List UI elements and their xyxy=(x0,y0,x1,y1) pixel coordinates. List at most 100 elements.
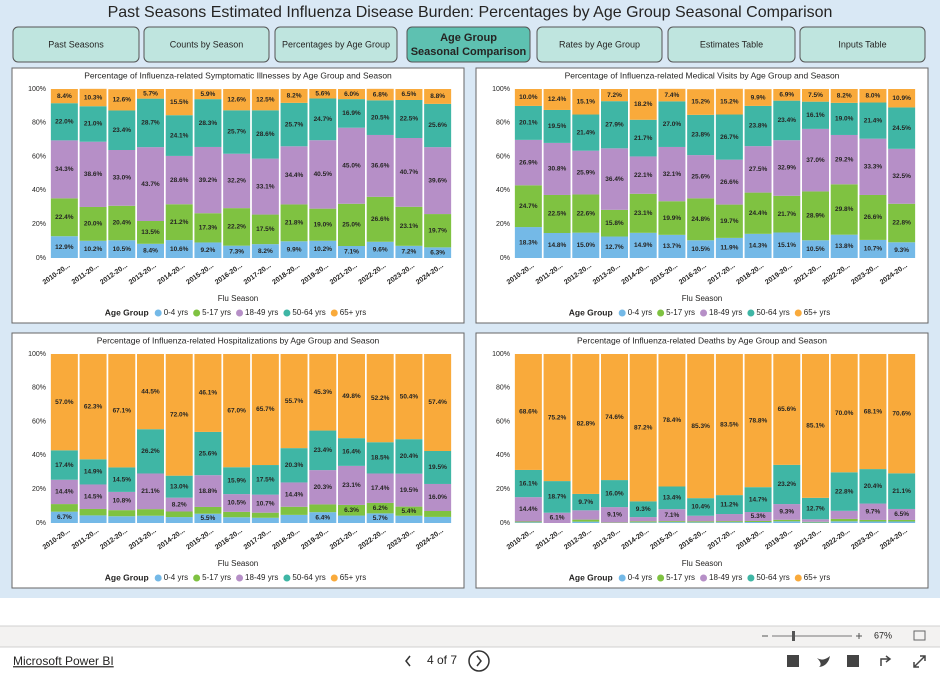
bar-segment xyxy=(629,501,657,518)
data-label: 20.1% xyxy=(519,120,538,127)
bar-segment xyxy=(572,521,600,523)
bar-segment xyxy=(687,198,715,241)
bar-segment xyxy=(802,89,829,102)
data-label: 19.5% xyxy=(548,123,567,130)
data-label: 8.0% xyxy=(866,92,881,99)
bar-segment xyxy=(773,521,801,523)
zoom-thumb[interactable] xyxy=(792,631,795,641)
y-tick-label: 40% xyxy=(496,452,510,459)
bar-segment xyxy=(79,240,107,258)
fit-page[interactable] xyxy=(913,630,926,641)
data-label: 33.0% xyxy=(113,175,132,182)
data-label: 30.8% xyxy=(548,166,567,173)
bar-segment xyxy=(543,194,571,233)
bar-segment xyxy=(658,486,686,510)
bar-segment xyxy=(366,88,394,101)
data-label: 78.8% xyxy=(749,417,768,424)
bar-segment xyxy=(658,521,686,523)
tab[interactable] xyxy=(274,26,398,63)
bar-segment xyxy=(50,479,78,505)
next-page[interactable] xyxy=(476,655,482,667)
legend-title: Age Group xyxy=(105,307,149,317)
bar-segment xyxy=(395,515,423,523)
bar-segment xyxy=(773,354,801,465)
share-icon[interactable] xyxy=(880,655,892,666)
data-label: 10.2% xyxy=(314,246,333,253)
next-page[interactable] xyxy=(468,650,490,672)
legend-marker xyxy=(330,574,338,582)
bar-segment xyxy=(888,521,916,523)
bar-segment xyxy=(366,354,394,443)
data-label: 7.1% xyxy=(344,249,359,256)
data-label: 20.4% xyxy=(113,220,132,227)
tab[interactable] xyxy=(536,26,663,63)
data-label: 13.8% xyxy=(835,243,854,250)
legend-label: 50-64 yrs xyxy=(292,308,325,317)
tab[interactable] xyxy=(406,26,531,63)
data-label: 16.4% xyxy=(342,449,361,456)
data-label: 16.1% xyxy=(519,480,538,487)
linkedin-icon[interactable] xyxy=(847,655,859,667)
bar-segment xyxy=(194,89,222,100)
tab[interactable] xyxy=(12,26,140,63)
bar-segment xyxy=(543,512,571,523)
data-label: 43.7% xyxy=(141,181,160,188)
twitter-icon[interactable] xyxy=(817,656,830,667)
data-label: 67.0% xyxy=(227,407,246,414)
data-label: 16.0% xyxy=(605,490,624,497)
legend-title: Age Group xyxy=(569,572,613,582)
data-label: 22.4% xyxy=(55,214,74,221)
data-label: 18.3% xyxy=(519,239,538,246)
data-label: 28.6% xyxy=(256,131,275,138)
bar-segment xyxy=(309,354,337,431)
data-label: 14.9% xyxy=(634,242,653,249)
bar-segment xyxy=(514,227,542,258)
tab[interactable] xyxy=(667,26,796,63)
data-label: 40.5% xyxy=(314,171,333,178)
tab-label[interactable]: Age Group Seasonal Comparison xyxy=(411,32,527,58)
tab-label[interactable]: Percentages by Age Group xyxy=(282,39,390,49)
bar-segment xyxy=(50,89,78,104)
brand-link[interactable]: Microsoft Power BI xyxy=(13,654,114,668)
y-tick-label: 60% xyxy=(496,418,510,425)
tab[interactable] xyxy=(799,26,926,63)
data-label: 28.9% xyxy=(806,213,825,220)
data-label: 10.7% xyxy=(256,500,275,507)
data-label: 27.5% xyxy=(749,166,768,173)
data-label: 14.8% xyxy=(548,242,567,249)
tab-label[interactable]: Estimates Table xyxy=(700,39,763,49)
data-label: 57.4% xyxy=(428,399,447,406)
expand-icon[interactable] xyxy=(913,655,926,668)
bar-segment xyxy=(658,522,686,523)
bar-segment xyxy=(79,354,107,460)
bar-segment xyxy=(888,107,916,149)
data-label: 8.2% xyxy=(287,93,302,100)
tab[interactable] xyxy=(143,26,270,63)
bar-segment xyxy=(194,242,222,258)
data-label: 23.1% xyxy=(400,223,419,230)
data-label: 21.2% xyxy=(170,219,189,226)
bar-segment xyxy=(424,511,452,517)
bar-segment xyxy=(744,89,772,106)
bar-segment xyxy=(309,470,337,505)
tab-label[interactable]: Inputs Table xyxy=(838,39,886,49)
prev-page[interactable] xyxy=(405,655,411,667)
tab-label[interactable]: Counts by Season xyxy=(170,39,244,49)
legend-title: Age Group xyxy=(569,307,613,317)
data-label: 12.6% xyxy=(227,96,246,103)
y-tick-label: 20% xyxy=(496,221,510,228)
data-label: 25.0% xyxy=(342,222,361,229)
y-tick-label: 100% xyxy=(28,86,46,93)
data-label: 19.7% xyxy=(428,227,447,234)
x-axis-title: Flu Season xyxy=(682,559,722,568)
bar-segment xyxy=(687,522,715,523)
data-label: 13.5% xyxy=(141,229,160,236)
facebook-icon[interactable] xyxy=(787,655,799,667)
data-label: 14.3% xyxy=(749,243,768,250)
tab-label[interactable]: Past Seasons xyxy=(48,39,104,49)
bar-segment xyxy=(108,110,136,151)
data-label: 33.3% xyxy=(864,164,883,171)
bar-segment xyxy=(137,98,164,148)
legend-marker xyxy=(747,309,755,317)
tab-label[interactable]: Rates by Age Group xyxy=(559,39,640,49)
